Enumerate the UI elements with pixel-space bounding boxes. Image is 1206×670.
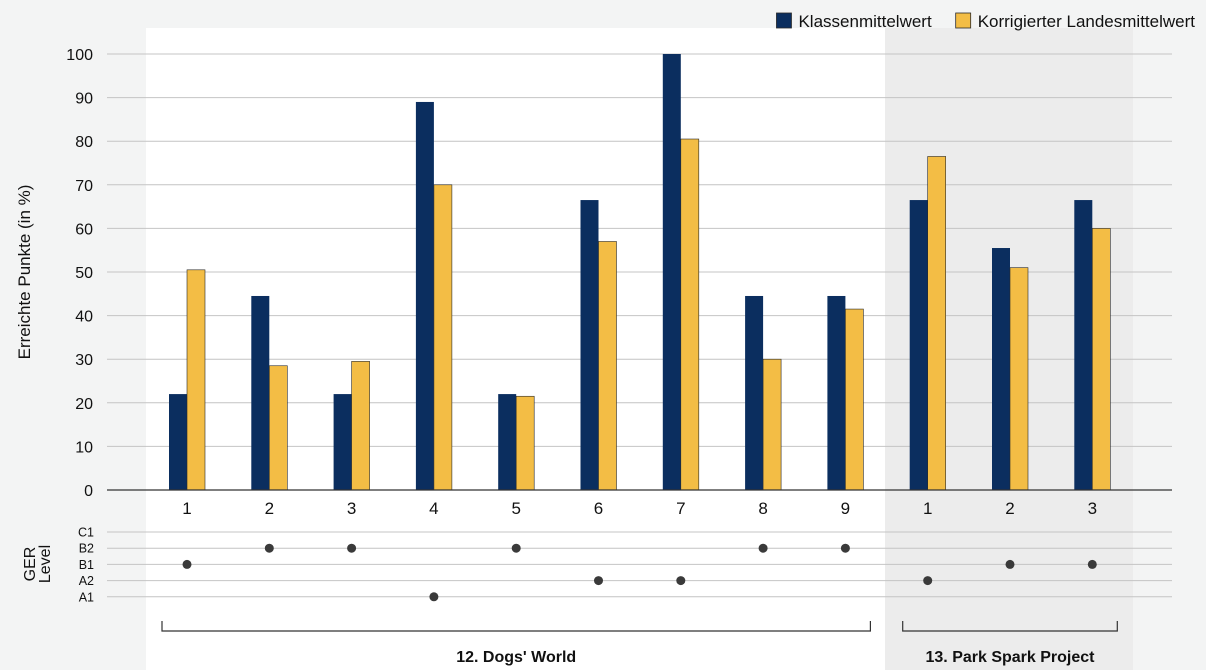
- ger-level-label: A1: [79, 590, 94, 604]
- y-tick-label: 80: [75, 134, 93, 151]
- bar: [251, 295, 270, 490]
- y-tick-label: 90: [75, 91, 93, 108]
- bar: [662, 54, 681, 490]
- y-tick-label: 40: [75, 309, 93, 326]
- group-bracket: [902, 621, 1118, 632]
- axes: 0 10 20 30 40 50 60 70 80 90 100 Erreichte Punkte (…: [15, 47, 1172, 518]
- bar: [680, 138, 700, 491]
- ger-dot: [347, 543, 357, 553]
- y-tick-label: 20: [75, 396, 93, 413]
- ger-dot: [1005, 559, 1015, 569]
- x-tick-label: 6: [594, 499, 603, 518]
- bar: [827, 295, 846, 490]
- bar: [186, 269, 206, 491]
- ger-dot: [676, 576, 686, 586]
- ger-dot: [264, 543, 274, 553]
- ger-level-label: A2: [79, 574, 94, 588]
- ger-dot: [182, 559, 192, 569]
- ger-level-label: B1: [79, 558, 94, 572]
- x-tick-label: 4: [429, 499, 438, 518]
- bars: [169, 54, 1111, 491]
- y-axis-label: Erreichte Punkte (in %): [15, 185, 34, 360]
- y-tick-label: 70: [75, 178, 93, 195]
- bar: [169, 394, 187, 490]
- bar: [515, 395, 535, 491]
- bar: [992, 248, 1010, 490]
- ger-dot: [840, 543, 850, 553]
- y-tick-label: 100: [66, 47, 93, 64]
- legend: Klassenmittelwert Korrigierter Landesmitt…: [776, 12, 1195, 31]
- ger-axis-title: GERLevel: [22, 545, 54, 583]
- bar: [268, 365, 288, 491]
- ger-axis-title-line: GER: [22, 547, 39, 582]
- x-tick-label: 8: [758, 499, 767, 518]
- bar: [598, 241, 617, 491]
- bar: [498, 394, 517, 490]
- y-tick-label: 0: [84, 483, 93, 500]
- x-tick-label: 9: [841, 499, 850, 518]
- ger-dot: [758, 543, 768, 553]
- bar: [745, 295, 764, 490]
- x-tick-label: 3: [1088, 499, 1097, 518]
- legend-label: Klassenmittelwert: [798, 12, 931, 31]
- x-tick-label: 2: [265, 499, 274, 518]
- bar: [927, 156, 947, 491]
- legend-label: Korrigierter Landesmittelwert: [978, 12, 1196, 31]
- x-tick-label: 3: [347, 499, 356, 518]
- bar: [1074, 200, 1093, 490]
- bar: [909, 200, 928, 490]
- y-tick-label: 10: [75, 439, 93, 456]
- bar: [415, 101, 434, 491]
- group-label: 12. Dogs' World: [456, 649, 576, 666]
- x-tick-label: 1: [923, 499, 932, 518]
- ger-dot: [429, 592, 439, 602]
- bar: [1092, 228, 1111, 491]
- ger-level-label: C1: [78, 526, 94, 540]
- ger-dot: [1087, 559, 1097, 569]
- bar: [351, 361, 370, 491]
- bar: [580, 200, 599, 490]
- ger-dot: [594, 576, 603, 586]
- ger-axis-title-line: Level: [37, 545, 54, 583]
- y-tick-label: 50: [75, 265, 93, 282]
- x-tick-label: 1: [182, 499, 191, 518]
- bar: [433, 184, 453, 491]
- x-tick-label: 5: [511, 499, 520, 518]
- ger-dot: [511, 543, 521, 553]
- bar: [333, 394, 352, 490]
- bar: [762, 358, 782, 491]
- x-tick-label: 7: [676, 499, 685, 518]
- y-tick-label: 60: [75, 221, 93, 238]
- ger-level-label: B2: [79, 542, 94, 556]
- group-brackets: 12. Dogs' World 13. Park Spark Project: [161, 621, 1118, 666]
- ger-dot: [923, 576, 933, 586]
- group-bracket: [161, 621, 871, 632]
- y-tick-label: 30: [75, 352, 93, 369]
- ger-level-strip: C1 B2 B1 A2 A1 GERLevel: [22, 526, 1172, 604]
- legend-swatch: [955, 12, 972, 29]
- group-label: 13. Park Spark Project: [926, 649, 1096, 666]
- bar: [845, 308, 864, 491]
- x-tick-label: 2: [1005, 499, 1014, 518]
- bar: [1009, 267, 1029, 491]
- legend-swatch: [776, 12, 792, 29]
